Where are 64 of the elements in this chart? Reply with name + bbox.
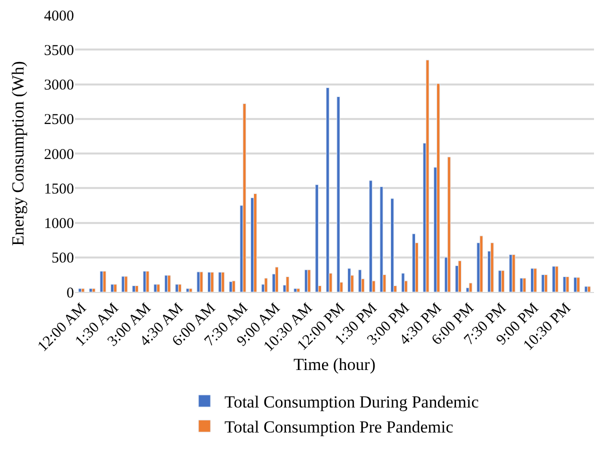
bar [114, 284, 117, 292]
bar [390, 198, 394, 292]
bar [490, 242, 494, 292]
y-tick-label: 500 [52, 250, 74, 267]
bar [232, 280, 236, 292]
bar [358, 270, 362, 292]
bar [253, 193, 257, 292]
y-tick-label: 1000 [44, 216, 74, 232]
bar [501, 270, 505, 292]
bar [336, 96, 340, 292]
bar [200, 272, 204, 292]
bar [512, 254, 516, 292]
bar [242, 103, 246, 292]
bar [81, 288, 85, 292]
bar [347, 268, 351, 292]
bar [458, 260, 462, 292]
bar [447, 156, 451, 292]
bar [167, 275, 171, 292]
bar [275, 266, 278, 292]
y-tick-label: 3000 [44, 78, 74, 94]
bar [307, 270, 311, 292]
y-tick-label: 0 [66, 285, 74, 302]
bar [522, 278, 526, 292]
y-tick-label: 2500 [44, 112, 74, 128]
bar [554, 266, 558, 292]
bar [188, 288, 192, 292]
bar [221, 272, 225, 292]
y-tick-label: 2000 [44, 146, 74, 163]
bar [156, 284, 160, 292]
bar [315, 184, 319, 292]
bar [566, 276, 570, 292]
bar [186, 288, 190, 292]
bar [135, 286, 139, 292]
bar [264, 278, 268, 292]
bar [178, 284, 182, 292]
bar [102, 270, 106, 292]
bar [89, 288, 92, 292]
bar [78, 288, 82, 292]
bar [436, 83, 440, 292]
bar [468, 282, 472, 292]
bar [326, 87, 330, 292]
legend-label: Total Consumption During Pandemic [224, 392, 480, 412]
bar [533, 268, 537, 292]
x-axis-title: Time (hour) [293, 354, 376, 374]
y-tick-label: 3500 [44, 42, 74, 59]
y-axis-title: Energy Consumption (Wh) [8, 61, 28, 246]
bar [286, 276, 290, 292]
bar [92, 288, 96, 292]
legend-label: Total Consumption Pre Pandemic [224, 418, 454, 437]
bar [296, 288, 300, 292]
bar [576, 277, 580, 292]
bar [124, 276, 128, 292]
bar [544, 274, 548, 292]
y-tick-label: 4000 [44, 8, 74, 24]
bar [587, 286, 591, 292]
bar [401, 273, 405, 292]
bar [368, 180, 372, 292]
bar [426, 60, 430, 292]
y-tick-label: 1500 [44, 181, 74, 198]
bar [480, 236, 484, 292]
bar [294, 288, 298, 292]
bar [380, 186, 384, 292]
bar [210, 272, 214, 292]
bar [146, 270, 150, 292]
